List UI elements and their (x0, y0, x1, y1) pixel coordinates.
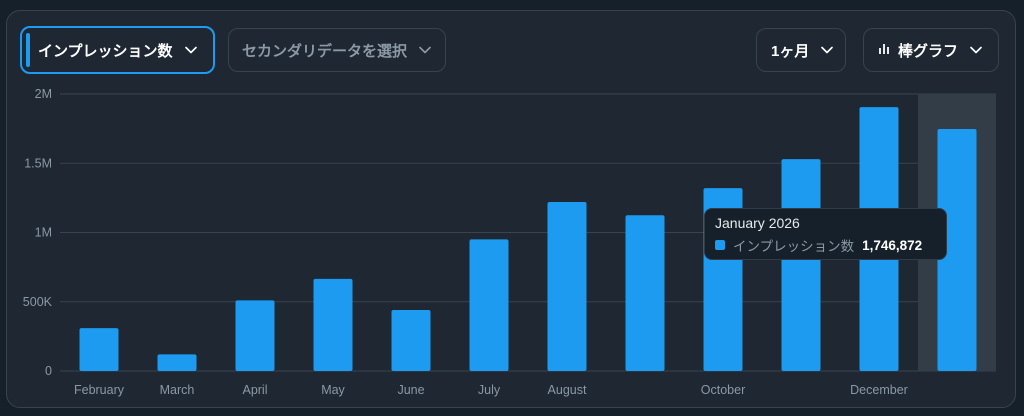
bar[interactable] (781, 159, 821, 371)
selected-indicator (26, 33, 30, 67)
period-dropdown[interactable]: 1ヶ月 (756, 28, 846, 72)
chart-type-dropdown[interactable]: 棒グラフ (863, 28, 999, 72)
x-tick-label: October (701, 383, 745, 397)
bar[interactable] (79, 328, 119, 371)
y-tick-label: 1M (35, 226, 52, 240)
x-tick-label: February (74, 383, 125, 397)
period-label: 1ヶ月 (771, 42, 810, 60)
chevron-down-icon (184, 41, 197, 59)
bar[interactable] (157, 354, 197, 371)
x-tick-label: April (242, 383, 267, 397)
secondary-metric-label: セカンダリデータを選択 (242, 42, 408, 60)
y-tick-label: 2M (35, 87, 52, 101)
bar[interactable] (547, 202, 587, 371)
tooltip-series-name: インプレッション数 (733, 239, 855, 254)
x-tick-label: June (397, 383, 424, 397)
secondary-metric-dropdown[interactable]: セカンダリデータを選択 (228, 28, 446, 72)
tooltip-title: January 2026 (715, 215, 800, 231)
bar[interactable] (313, 278, 353, 371)
chart-type-label: 棒グラフ (898, 42, 959, 60)
legend-swatch (715, 240, 725, 250)
bar-chart-icon (878, 41, 890, 59)
bar[interactable] (235, 300, 275, 371)
bar[interactable] (937, 129, 977, 371)
bar[interactable] (391, 310, 431, 371)
tooltip-row: インプレッション数 1,746,872 (715, 235, 936, 255)
chevron-down-icon (970, 41, 982, 59)
x-tick-label: July (478, 383, 501, 397)
y-tick-label: 500K (23, 295, 53, 309)
chart-tooltip: January 2026 インプレッション数 1,746,872 (704, 208, 947, 260)
bar[interactable] (469, 239, 509, 371)
bar[interactable] (625, 215, 665, 371)
chevron-down-icon (821, 41, 834, 59)
x-tick-label: August (548, 383, 587, 397)
primary-metric-label: インプレッション数 (38, 42, 173, 60)
y-tick-label: 0 (45, 364, 52, 378)
x-tick-label: December (850, 383, 908, 397)
y-tick-label: 1.5M (24, 156, 52, 170)
x-tick-label: May (321, 383, 345, 397)
primary-metric-dropdown[interactable]: インプレッション数 (20, 26, 215, 74)
chevron-down-icon (419, 41, 431, 59)
tooltip-value: 1,746,872 (862, 237, 923, 253)
x-tick-label: March (160, 383, 195, 397)
